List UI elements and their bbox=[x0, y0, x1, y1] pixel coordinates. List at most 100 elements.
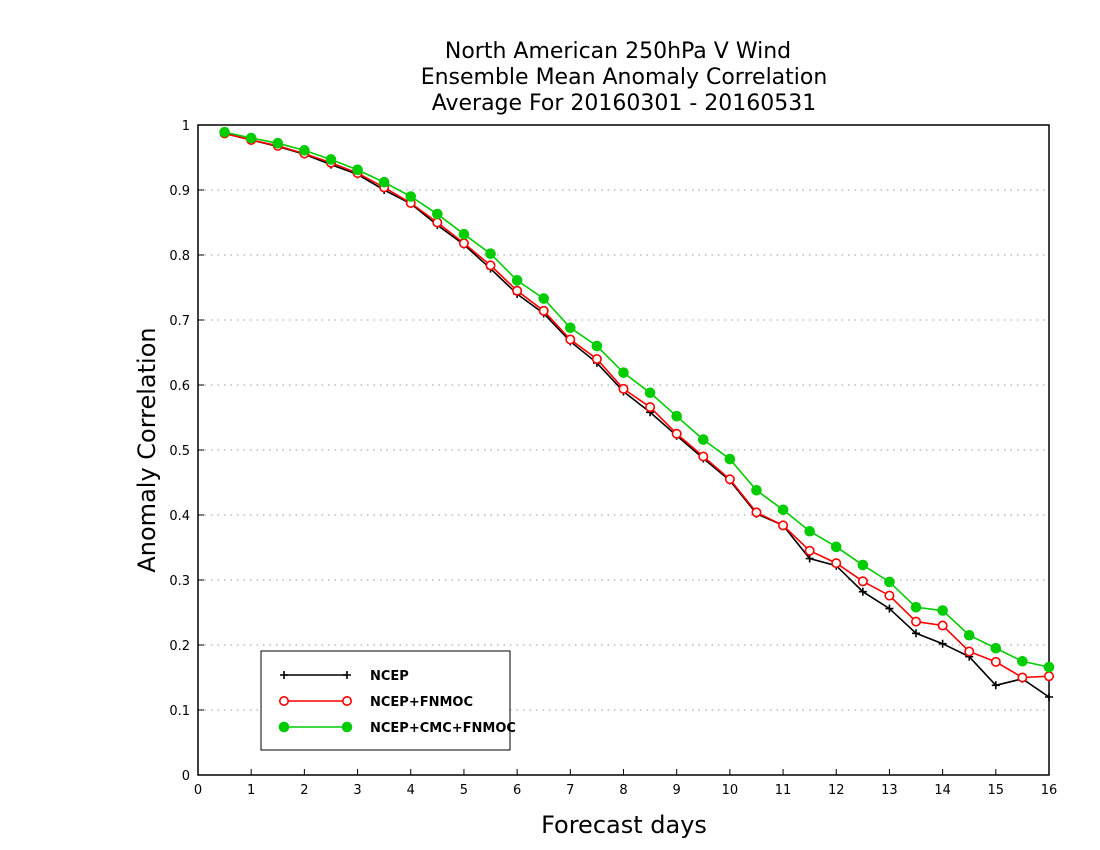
data-point-ncep-fnmoc bbox=[884, 590, 895, 601]
data-point-ncep-cmc-fnmoc bbox=[591, 340, 603, 352]
data-point-ncep-fnmoc bbox=[911, 616, 922, 627]
data-point-ncep-fnmoc bbox=[538, 305, 549, 316]
series-layer bbox=[219, 126, 1055, 701]
data-point-ncep-cmc-fnmoc bbox=[458, 228, 470, 240]
x-tick-label: 2 bbox=[300, 783, 308, 798]
data-point-ncep-cmc-fnmoc bbox=[325, 154, 337, 165]
data-point-ncep-fnmoc bbox=[671, 428, 682, 439]
data-point-ncep-fnmoc bbox=[990, 656, 1001, 667]
y-tick-label: 0.6 bbox=[169, 379, 190, 394]
data-point-ncep-cmc-fnmoc bbox=[299, 145, 310, 156]
y-tick-label: 0.3 bbox=[169, 574, 190, 589]
series-line-ncep-fnmoc bbox=[224, 132, 1050, 679]
data-point-ncep-fnmoc bbox=[778, 520, 789, 531]
x-tick-label: 15 bbox=[988, 783, 1005, 798]
legend-marker-ncep-fnmoc bbox=[341, 695, 352, 706]
data-point-ncep-cmc-fnmoc bbox=[910, 602, 922, 613]
legend-marker-ncep-fnmoc bbox=[278, 695, 289, 706]
data-point-ncep-fnmoc bbox=[645, 402, 656, 413]
chart-title-line-2: Ensemble Mean Anomaly Correlation bbox=[421, 65, 828, 90]
data-point-ncep-cmc-fnmoc bbox=[830, 541, 842, 553]
data-point-ncep-cmc-fnmoc bbox=[618, 367, 629, 378]
data-point-ncep-cmc-fnmoc bbox=[777, 504, 789, 516]
data-point-ncep-cmc-fnmoc bbox=[511, 275, 523, 286]
x-axis-label: Forecast days bbox=[541, 811, 707, 839]
y-axis-label: Anomaly Correlation bbox=[133, 327, 161, 572]
y-tick-label: 0 bbox=[182, 769, 190, 784]
x-tick-label: 16 bbox=[1041, 783, 1058, 798]
x-tick-label: 3 bbox=[353, 783, 361, 798]
data-point-ncep-cmc-fnmoc bbox=[884, 576, 895, 588]
x-tick-label: 8 bbox=[619, 783, 627, 798]
legend-marker-ncep-cmc-fnmoc bbox=[341, 721, 353, 733]
legend-label-ncep: NCEP bbox=[370, 669, 409, 684]
x-tick-label: 13 bbox=[881, 783, 898, 798]
y-tick-label: 1 bbox=[182, 119, 190, 134]
y-tick-label: 0.5 bbox=[169, 444, 190, 459]
data-point-ncep-cmc-fnmoc bbox=[352, 164, 363, 176]
legend-marker-ncep bbox=[280, 671, 288, 679]
data-point-ncep-cmc-fnmoc bbox=[963, 629, 975, 641]
x-tick-label: 6 bbox=[513, 783, 521, 798]
series-line-ncep bbox=[224, 132, 1050, 698]
data-point-ncep bbox=[885, 604, 894, 613]
y-tick-label: 0.2 bbox=[169, 639, 190, 654]
data-point-ncep-cmc-fnmoc bbox=[378, 176, 390, 188]
data-point-ncep-cmc-fnmoc bbox=[990, 642, 1002, 654]
data-point-ncep-fnmoc bbox=[432, 217, 443, 228]
y-tick-label: 0.1 bbox=[169, 704, 190, 719]
data-point-ncep-fnmoc bbox=[698, 451, 709, 462]
data-point-ncep-fnmoc bbox=[618, 383, 629, 394]
data-point-ncep-cmc-fnmoc bbox=[1043, 661, 1055, 673]
legend-marker-ncep bbox=[343, 671, 351, 679]
series-ncep-cmc-fnmoc bbox=[219, 126, 1055, 673]
data-point-ncep-cmc-fnmoc bbox=[644, 387, 656, 399]
y-tick-label: 0.4 bbox=[169, 509, 190, 524]
data-point-ncep-cmc-fnmoc bbox=[751, 485, 762, 496]
y-tick-label: 0.7 bbox=[169, 314, 190, 329]
legend: NCEP NCEP+FNMOC NCEP+CMC+FNMOC bbox=[260, 650, 516, 751]
x-tick-label: 1 bbox=[247, 783, 255, 798]
x-tick-label: 5 bbox=[460, 783, 468, 798]
x-tick-label: 10 bbox=[722, 783, 739, 798]
data-point-ncep-fnmoc bbox=[724, 474, 735, 485]
grid bbox=[198, 189, 1049, 711]
data-point-ncep-cmc-fnmoc bbox=[671, 410, 682, 422]
data-point-ncep-cmc-fnmoc bbox=[1017, 655, 1028, 667]
legend-marker-ncep-cmc-fnmoc bbox=[278, 721, 290, 733]
data-point-ncep-fnmoc bbox=[512, 285, 523, 296]
chart-title-line-1: North American 250hPa V Wind bbox=[445, 39, 791, 64]
data-point-ncep bbox=[912, 629, 921, 638]
data-point-ncep bbox=[991, 681, 1000, 690]
data-point-ncep-fnmoc bbox=[937, 620, 948, 631]
x-tick-label: 7 bbox=[566, 783, 574, 798]
x-tick-label: 12 bbox=[828, 783, 845, 798]
data-point-ncep-cmc-fnmoc bbox=[697, 434, 709, 445]
data-point-ncep-fnmoc bbox=[458, 238, 469, 249]
data-point-ncep bbox=[858, 587, 867, 596]
series-ncep-fnmoc bbox=[219, 128, 1055, 683]
x-tick-label: 11 bbox=[775, 783, 792, 798]
data-point-ncep-cmc-fnmoc bbox=[937, 605, 948, 616]
y-tick-label: 0.8 bbox=[169, 249, 190, 264]
data-point-ncep-fnmoc bbox=[804, 545, 815, 556]
data-point-ncep-fnmoc bbox=[964, 646, 975, 657]
data-point-ncep-cmc-fnmoc bbox=[432, 208, 443, 220]
data-point-ncep-cmc-fnmoc bbox=[245, 132, 257, 144]
series-line-ncep-cmc-fnmoc bbox=[224, 131, 1050, 668]
data-point-ncep-fnmoc bbox=[857, 576, 868, 587]
x-tick-label: 4 bbox=[407, 783, 415, 798]
data-point-ncep-cmc-fnmoc bbox=[272, 137, 284, 149]
y-tick-label: 0.9 bbox=[169, 184, 190, 199]
data-point-ncep-fnmoc bbox=[751, 507, 762, 518]
data-point-ncep bbox=[805, 554, 814, 563]
data-point-ncep-fnmoc bbox=[485, 260, 496, 271]
data-point-ncep-fnmoc bbox=[591, 353, 602, 364]
data-point-ncep-fnmoc bbox=[565, 334, 576, 345]
data-point-ncep-fnmoc bbox=[1017, 672, 1028, 683]
data-point-ncep-cmc-fnmoc bbox=[804, 525, 815, 537]
data-point-ncep-fnmoc bbox=[831, 558, 842, 569]
data-point-ncep-fnmoc bbox=[1044, 671, 1055, 682]
data-point-ncep bbox=[1045, 693, 1053, 701]
